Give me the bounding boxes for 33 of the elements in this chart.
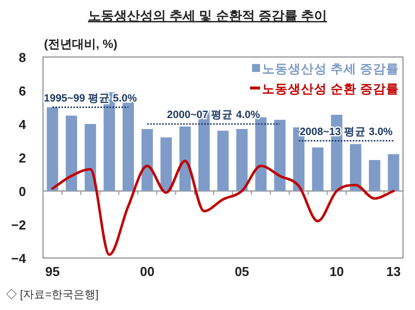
y-tick-label: 0 — [18, 184, 26, 199]
y-tick-label: 6 — [18, 84, 26, 98]
bar — [46, 107, 58, 191]
bar — [66, 116, 78, 191]
y-tick-label: 8 — [18, 50, 26, 65]
bar — [179, 126, 191, 191]
y-tick-label: 4 — [18, 117, 27, 132]
bar — [255, 117, 267, 191]
bar — [84, 124, 96, 191]
bar — [217, 130, 229, 191]
x-tick-label: 00 — [140, 264, 154, 279]
x-tick-label: 95 — [45, 264, 60, 279]
bar — [388, 154, 400, 191]
bar — [368, 160, 380, 191]
bar — [274, 120, 286, 191]
text: ◇ [자료=한국은행] — [6, 288, 99, 301]
bar — [350, 144, 362, 191]
legend-label: 노동생산성 추세 증감률 — [262, 62, 399, 76]
legend-label: 노동생산성 순환 증감률 — [262, 82, 399, 96]
chart-title: 노동생산성의 추세 및 순환적 증감률 추이 — [88, 8, 328, 23]
bar — [122, 102, 134, 191]
y-tick-label: −2 — [11, 218, 26, 232]
bar — [312, 147, 324, 191]
y-axis-title: (전년대비, %) — [44, 37, 118, 51]
x-tick-label: 10 — [329, 264, 344, 279]
line-series — [51, 160, 395, 256]
bar — [142, 129, 153, 191]
x-tick-label: 05 — [234, 264, 250, 279]
bar — [160, 137, 172, 191]
x-tick-label: 13 — [386, 264, 401, 279]
y-tick-label: −4 — [11, 251, 27, 266]
y-tick-label: 2 — [18, 150, 26, 166]
bar — [236, 129, 248, 191]
